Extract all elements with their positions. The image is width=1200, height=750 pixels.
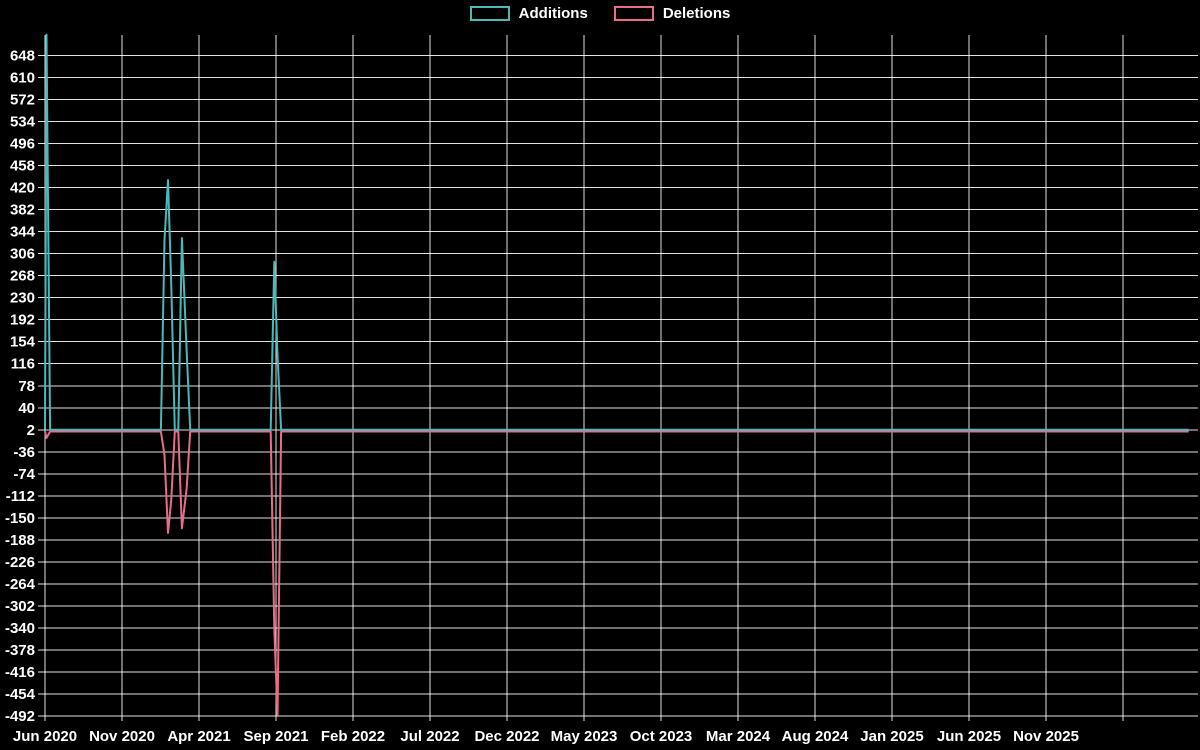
y-tick-label: -74: [13, 466, 35, 483]
x-tick-label: Jan 2025: [860, 728, 923, 745]
deletions-swatch: [613, 6, 654, 21]
y-tick-label: 572: [10, 92, 35, 109]
y-tick-label: 2: [27, 422, 35, 439]
y-tick-label: 306: [10, 246, 35, 263]
y-tick-label: 382: [10, 202, 35, 219]
x-tick-label: Jun 2025: [937, 728, 1001, 745]
y-tick-label: -150: [5, 510, 35, 527]
y-tick-label: 458: [10, 158, 35, 175]
deletions-line: [44, 430, 1189, 717]
additions-line: [44, 33, 1189, 431]
x-tick-label: Oct 2023: [630, 728, 693, 745]
y-tick-label: 610: [10, 70, 35, 87]
y-tick-label: 154: [10, 334, 36, 351]
chart-legend: Additions Deletions: [0, 5, 1200, 22]
y-tick-label: -112: [6, 488, 35, 505]
x-tick-label: Sep 2021: [243, 728, 308, 745]
y-tick-label: 534: [10, 114, 36, 131]
y-tick-label: -226: [5, 554, 35, 571]
x-tick-label: Jul 2022: [400, 728, 459, 745]
y-tick-label: -454: [5, 686, 36, 703]
y-tick-label: 268: [10, 268, 35, 285]
y-tick-label: 192: [10, 312, 35, 329]
y-tick-label: -492: [5, 708, 35, 725]
y-tick-label: -36: [13, 444, 35, 461]
y-tick-label: 116: [11, 356, 35, 373]
y-tick-label: -416: [5, 664, 35, 681]
y-tick-label: 230: [10, 290, 35, 307]
y-tick-label: -264: [5, 576, 36, 593]
y-tick-label: -378: [5, 642, 35, 659]
x-tick-label: Jun 2020: [13, 728, 77, 745]
y-tick-label: 78: [18, 378, 35, 395]
y-tick-label: 40: [18, 400, 35, 417]
y-tick-label: 496: [10, 136, 35, 153]
y-tick-label: -302: [5, 598, 35, 615]
x-tick-label: Mar 2024: [706, 728, 771, 745]
y-tick-label: -188: [5, 532, 35, 549]
y-tick-label: 648: [10, 48, 35, 65]
x-tick-label: Apr 2021: [167, 728, 230, 745]
x-tick-label: Dec 2022: [474, 728, 539, 745]
additions-legend-label: Additions: [518, 5, 588, 22]
legend-item-additions[interactable]: Additions: [469, 5, 588, 22]
x-tick-label: Nov 2020: [89, 728, 155, 745]
y-tick-label: -340: [5, 620, 35, 637]
x-tick-label: Aug 2024: [782, 728, 849, 745]
x-tick-label: Nov 2025: [1013, 728, 1079, 745]
legend-item-deletions[interactable]: Deletions: [613, 5, 731, 22]
deletions-legend-label: Deletions: [662, 5, 731, 22]
x-tick-label: May 2023: [551, 728, 618, 745]
additions-swatch: [469, 6, 510, 21]
x-tick-label: Feb 2022: [321, 728, 385, 745]
y-tick-label: 344: [10, 224, 36, 241]
y-tick-label: 420: [10, 180, 35, 197]
